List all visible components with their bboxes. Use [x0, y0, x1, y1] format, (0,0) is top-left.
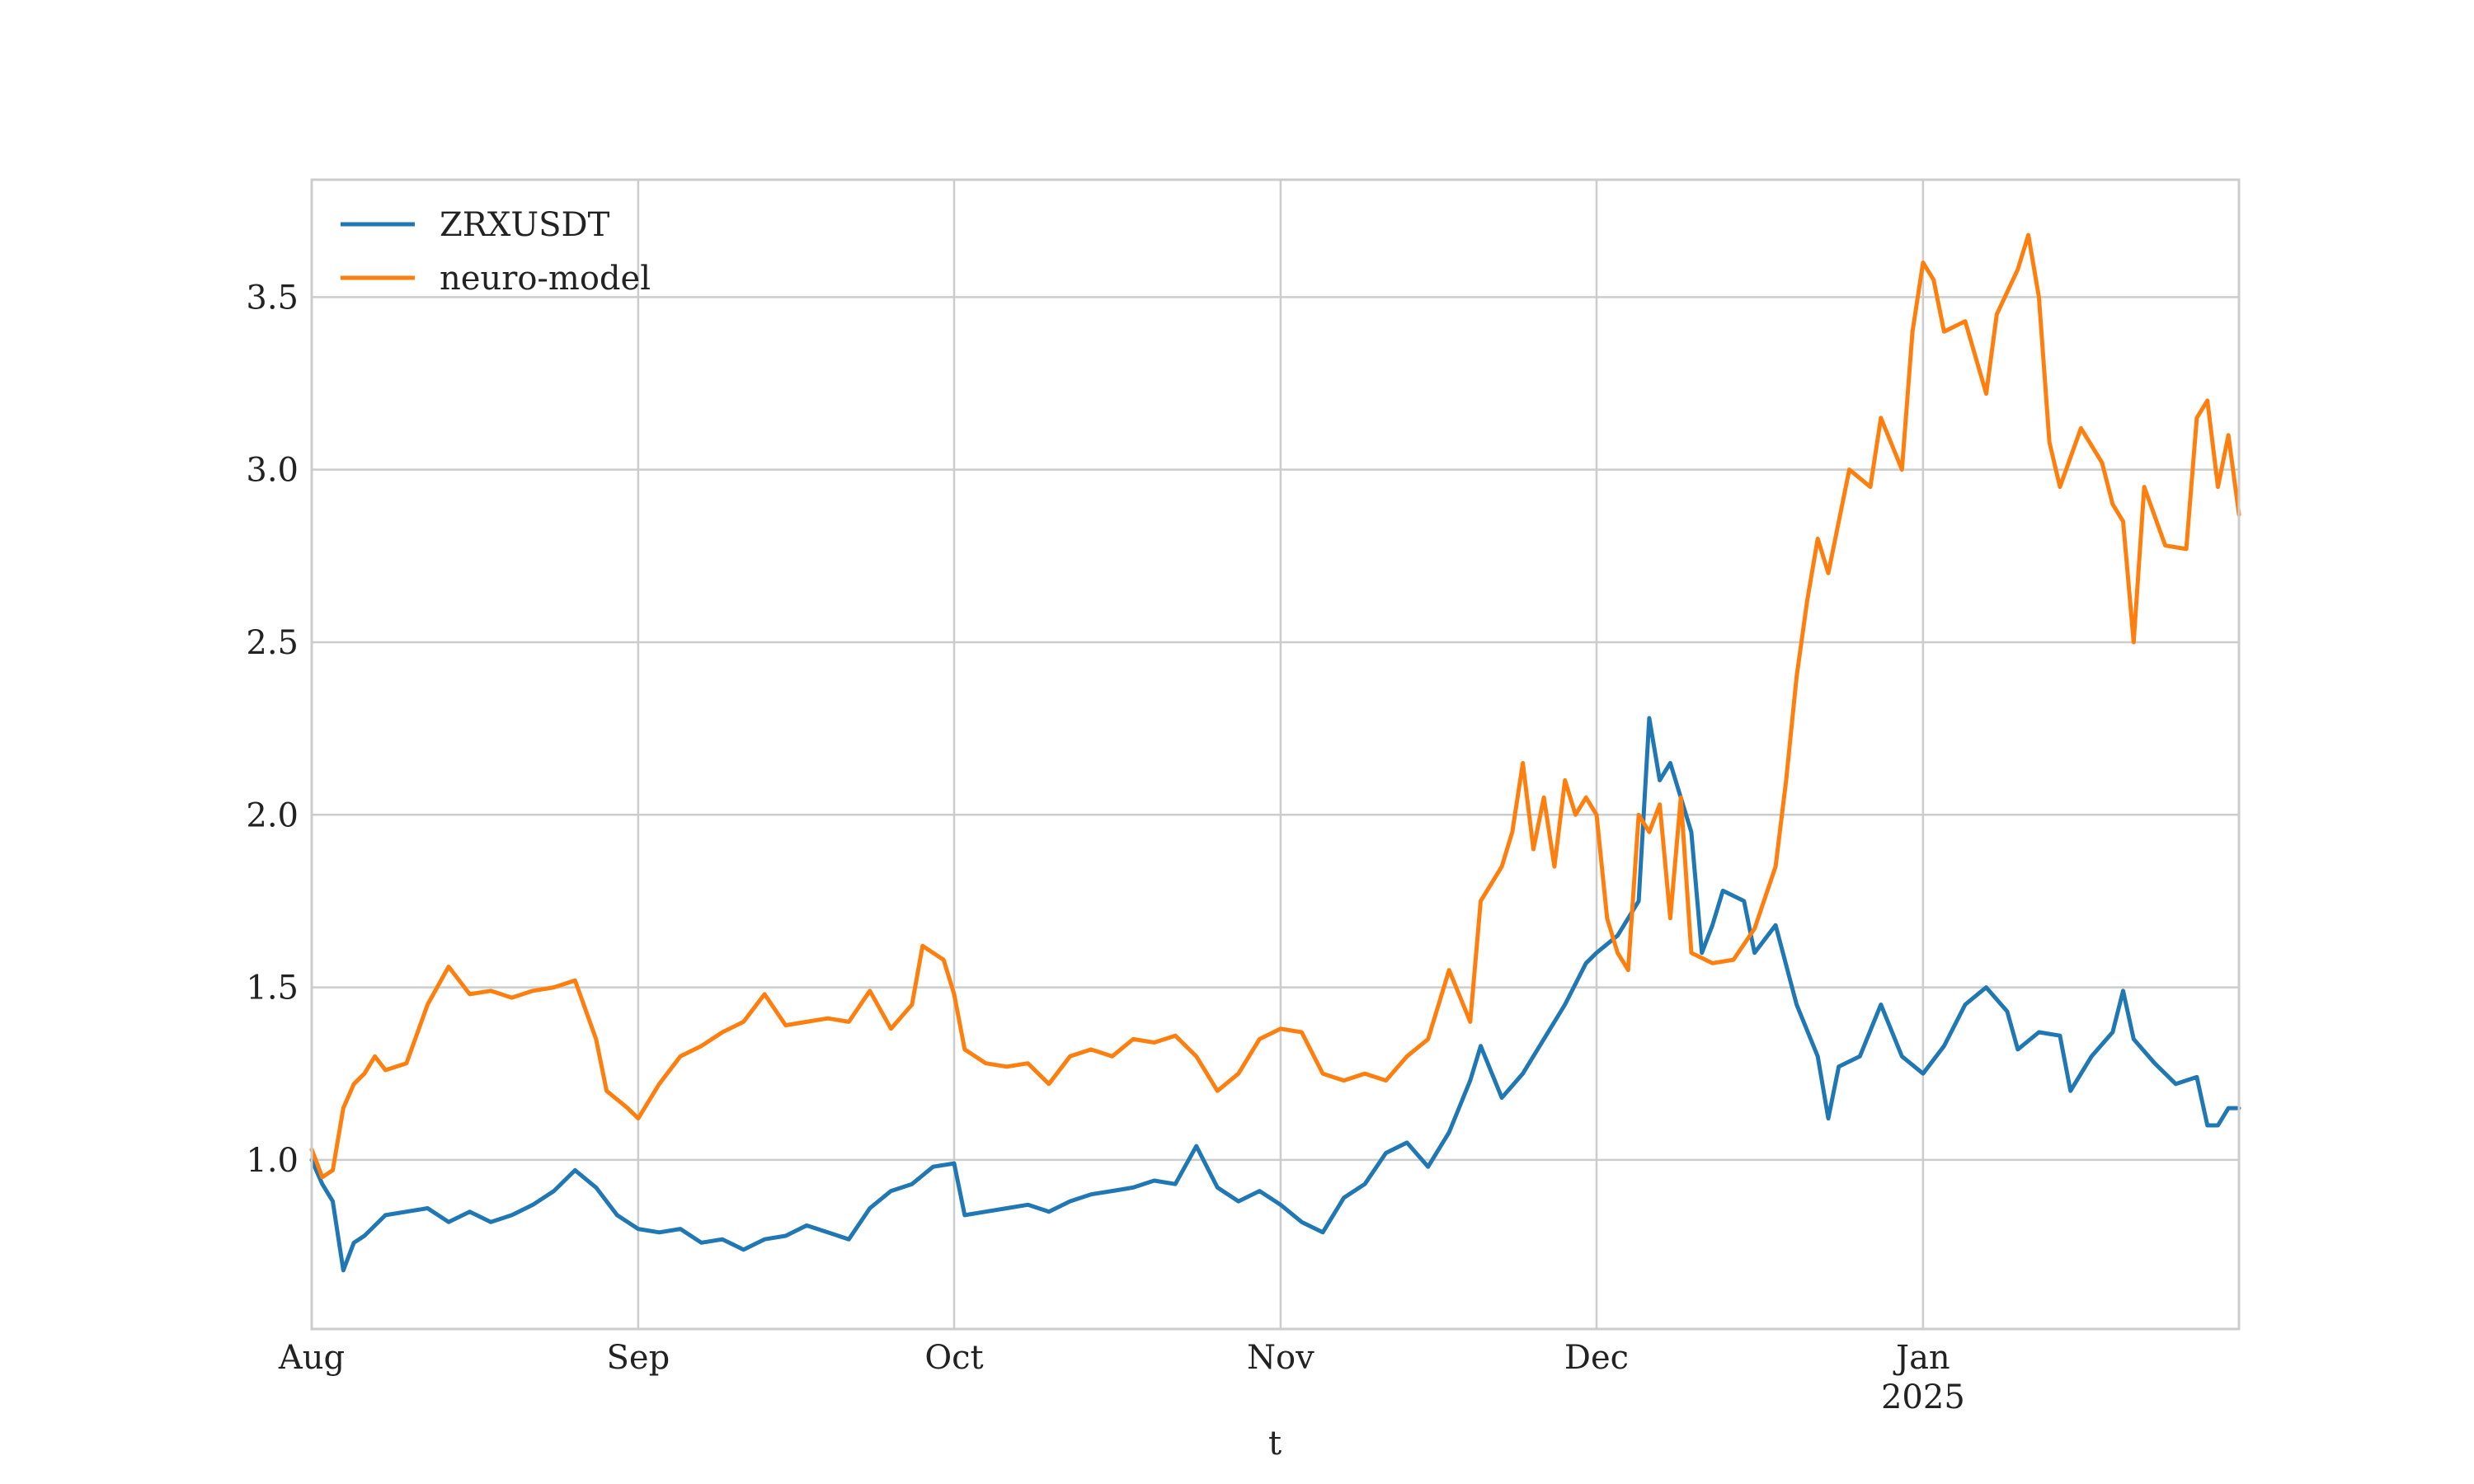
plot-frame [310, 178, 2241, 1331]
x-gridlines [310, 180, 1925, 1329]
y-tick-label: 1.0 [246, 1142, 299, 1180]
y-tick-label: 2.0 [246, 796, 299, 834]
y-tick-label: 3.0 [246, 452, 299, 490]
x-tick-year-label: 2025 [1881, 1378, 1965, 1416]
x-tick-label: Jan [1893, 1339, 1950, 1377]
legend-label: ZRXUSDT [440, 206, 610, 244]
x-axis-label: t [1268, 1425, 1282, 1463]
series-line-neuro-model [309, 232, 2241, 1180]
y-tick-label: 3.5 [246, 279, 299, 317]
x-tick-label: Aug [278, 1339, 345, 1377]
series-line-zrxusdt [309, 716, 2241, 1273]
x-tick-label: Sep [607, 1339, 670, 1377]
series-lines [309, 232, 2241, 1273]
legend: ZRXUSDT neuro-model [341, 206, 651, 298]
y-tick-label: 2.5 [246, 624, 299, 662]
y-tick-labels: 1.0 1.5 2.0 2.5 3.0 3.5 [246, 279, 299, 1180]
legend-label: neuro-model [440, 260, 651, 298]
x-tick-label: Nov [1247, 1339, 1315, 1377]
x-tick-label: Dec [1564, 1339, 1629, 1377]
x-tick-label: Oct [924, 1339, 983, 1377]
y-tick-label: 1.5 [246, 970, 299, 1007]
